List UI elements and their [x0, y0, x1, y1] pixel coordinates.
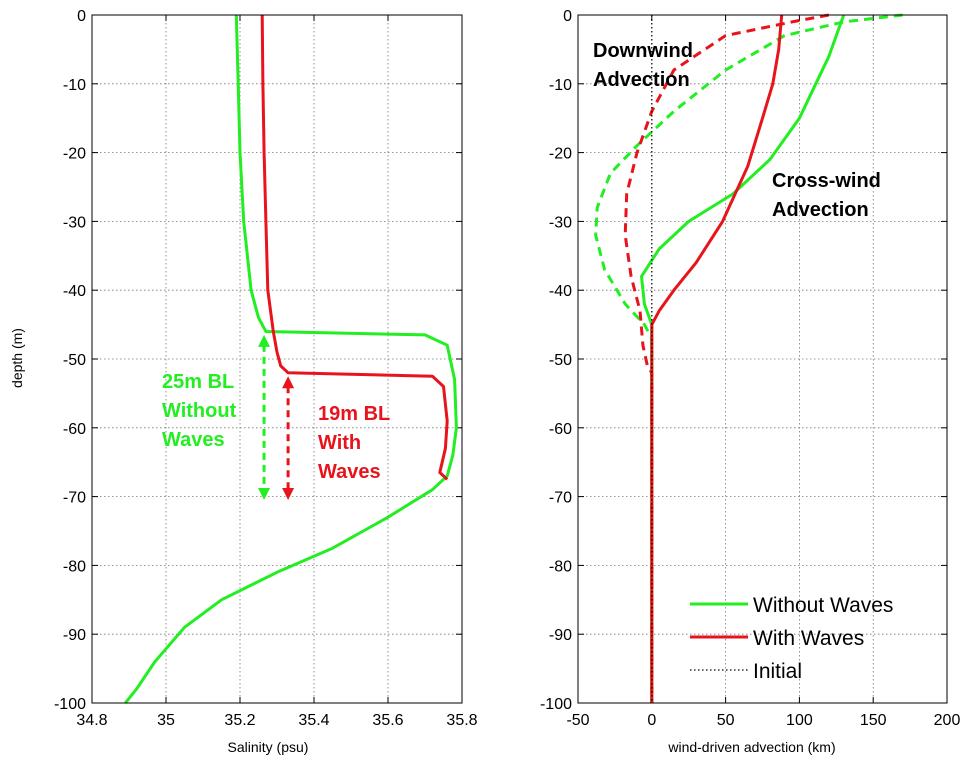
annotation-line: Cross-wind: [772, 170, 881, 192]
annotation-line: Downwind: [593, 40, 693, 62]
y-tick-label: -30: [63, 214, 86, 231]
annotation-line: 25m BL: [162, 371, 234, 393]
bl-arrow-head-up: [258, 334, 271, 347]
x-tick-label: 35.6: [372, 712, 403, 729]
annotation-line: With: [318, 432, 361, 454]
y-tick-label: -40: [63, 283, 86, 300]
y-tick-label: -10: [63, 77, 86, 94]
advection-annotation: Downwind Advection: [593, 40, 693, 91]
y-tick-label: -60: [63, 421, 86, 438]
annotation-line: Advection: [772, 199, 869, 221]
y-tick-label: 0: [563, 8, 572, 25]
annotation-line: Waves: [162, 429, 225, 451]
y-tick-label: -90: [63, 627, 86, 644]
advection-panel: wind-driven advection (km) -50 0 50 100 150 2…: [540, 8, 960, 755]
x-tick-label: 35: [157, 712, 175, 729]
y-tick-label: -30: [549, 214, 572, 231]
y-tick-label: -70: [63, 490, 86, 507]
y-tick-label: -10: [549, 77, 572, 94]
y-tick-label: -60: [549, 421, 572, 438]
legend: Without Waves With Waves Initial: [690, 594, 893, 683]
series-line-without-waves-dashed: [594, 13, 903, 703]
y-tick-label: -70: [549, 490, 572, 507]
y-tick-label: -50: [549, 352, 572, 369]
x-tick-label: 200: [934, 712, 961, 729]
x-tick-label: 35.8: [446, 712, 477, 729]
axes-frame: [91, 14, 463, 704]
y-tick-label: -20: [549, 146, 572, 163]
annotation-line: 19m BL: [318, 403, 390, 425]
right-xlabel: wind-driven advection (km): [667, 739, 835, 755]
y-tick-label: -20: [63, 146, 86, 163]
bl-arrow-head-up: [282, 376, 295, 389]
left-xlabel: Salinity (psu): [228, 739, 309, 755]
y-tick-label: -50: [63, 352, 86, 369]
x-tick-label: 34.8: [76, 712, 107, 729]
y-tick-label: -40: [549, 283, 572, 300]
x-tick-label: 0: [647, 712, 656, 729]
y-tick-label: -80: [549, 558, 572, 575]
bl-arrow-head-down: [258, 488, 271, 501]
series-line-with-waves-dashed: [623, 13, 830, 703]
y-tick-label: -80: [63, 558, 86, 575]
axes-frame: [577, 14, 948, 704]
x-tick-label: 100: [786, 712, 813, 729]
y-tick-label: -100: [54, 696, 86, 713]
series-line-with-waves: [650, 14, 784, 703]
bl-arrow-head-down: [282, 488, 295, 501]
bl-annotation: 25m BL Without Waves: [162, 371, 237, 451]
annotation-line: Without: [162, 400, 237, 422]
legend-label: With Waves: [753, 627, 864, 650]
x-tick-label: 150: [860, 712, 887, 729]
salinity-panel: depth (m) Salinity (psu) 34.8 35 35.2 35.4 3…: [9, 8, 478, 755]
x-tick-label: -50: [566, 712, 589, 729]
y-tick-label: -90: [549, 627, 572, 644]
bl-annotation: 19m BL With Waves: [318, 403, 390, 483]
y-tick-label: 0: [77, 8, 86, 25]
x-tick-label: 35.4: [298, 712, 329, 729]
advection-annotation: Cross-wind Advection: [772, 170, 881, 221]
series-line-without-waves: [124, 14, 458, 704]
y-tick-label: -100: [540, 696, 572, 713]
annotation-line: Advection: [593, 69, 690, 91]
series-line-with-waves: [260, 14, 449, 481]
left-ylabel: depth (m): [9, 328, 25, 388]
annotation-line: Waves: [318, 461, 381, 483]
legend-label: Initial: [753, 660, 802, 683]
x-tick-label: 35.2: [224, 712, 255, 729]
legend-label: Without Waves: [753, 594, 893, 617]
x-tick-label: 50: [717, 712, 735, 729]
